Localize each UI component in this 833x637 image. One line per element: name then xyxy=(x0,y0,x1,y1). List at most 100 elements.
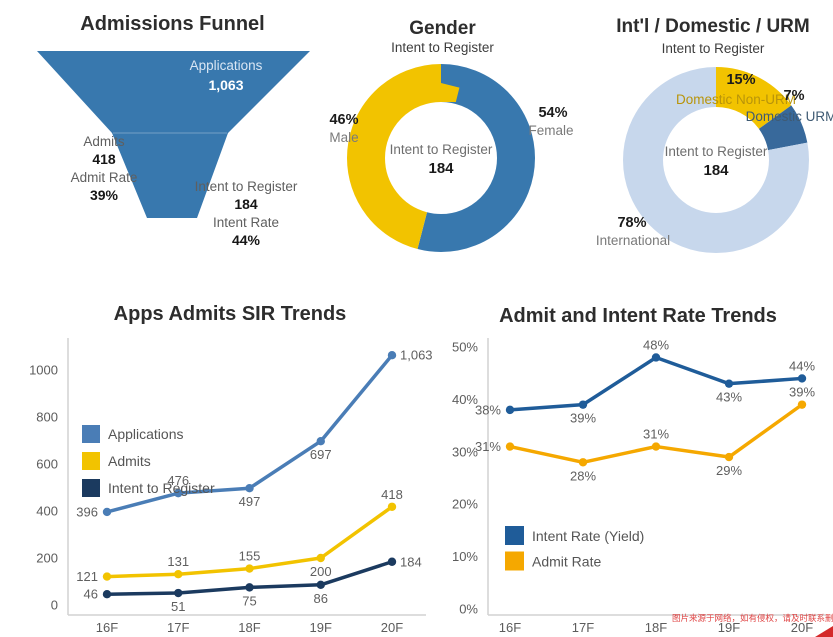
funnel-stage2-rate-name: Intent Rate xyxy=(213,215,279,230)
gender-female-label: Female xyxy=(528,123,573,138)
point-admits-19f[interactable] xyxy=(316,553,325,563)
gender-chart-subtitle: Intent to Register xyxy=(391,40,494,55)
point-intent-rate-yield--20f[interactable] xyxy=(797,374,807,383)
data-label-intent-rate-yield-: 48% xyxy=(643,337,669,352)
donut-center-value: 184 xyxy=(703,162,729,179)
funnel-mark[interactable] xyxy=(37,51,310,218)
data-label-applications: 1,063 xyxy=(400,348,433,363)
data-label-admit-rate: 29% xyxy=(716,463,742,478)
apps-admits-sir-trends-title: Apps Admits SIR Trends xyxy=(113,303,347,325)
data-label-intent-to-register: 75 xyxy=(242,593,256,608)
funnel-stage1-rate-name: Admit Rate xyxy=(71,170,138,185)
point-intent-rate-yield--17f[interactable] xyxy=(578,400,588,409)
intl-domestic-urm-chart-title: Int'l / Domestic / URM xyxy=(616,16,810,37)
y-tick-label: 400 xyxy=(36,504,58,519)
point-admit-rate-16f[interactable] xyxy=(505,442,515,451)
intl-domestic-urm-chart-subtitle: Intent to Register xyxy=(661,41,765,56)
point-intent-to-register-18f[interactable] xyxy=(245,583,254,592)
gender-male-pct: 46% xyxy=(329,112,358,128)
x-tick-label: 19F xyxy=(310,620,332,635)
x-tick-label: 17F xyxy=(167,620,189,635)
y-tick-label: 50% xyxy=(452,340,478,355)
data-label-applications: 697 xyxy=(310,447,332,462)
funnel-stage0-value: 1,063 xyxy=(208,77,243,93)
gender-chart-title: Gender xyxy=(409,18,476,39)
point-admits-20f[interactable] xyxy=(387,502,397,511)
x-tick-label: 20F xyxy=(791,620,813,635)
y-tick-label: 20% xyxy=(452,497,478,512)
y-tick-label: 0% xyxy=(459,602,478,617)
red-corner-mark xyxy=(815,626,833,637)
donut-center-label: Intent to Register xyxy=(665,144,768,159)
data-label-intent-to-register: 46 xyxy=(84,587,98,602)
gender-male-label: Male xyxy=(329,130,358,145)
data-label-admits: 418 xyxy=(381,487,403,502)
x-tick-label: 19F xyxy=(718,620,740,635)
point-intent-to-register-19f[interactable] xyxy=(316,580,325,589)
data-label-intent-to-register: 184 xyxy=(400,554,422,569)
point-admit-rate-18f[interactable] xyxy=(651,442,661,451)
legend-label-intent-rate-yield-[interactable]: Intent Rate (Yield) xyxy=(532,528,644,544)
point-intent-to-register-17f[interactable] xyxy=(174,588,183,598)
point-intent-to-register-20f[interactable] xyxy=(387,557,397,566)
dom-nonurm-pct: 15% xyxy=(726,72,755,88)
funnel-stage2-value: 184 xyxy=(234,196,258,212)
dom-urm-pct: 7% xyxy=(784,88,805,104)
legend-label-admits[interactable]: Admits xyxy=(108,453,151,469)
point-intent-rate-yield--16f[interactable] xyxy=(505,405,515,415)
point-intent-rate-yield--19f[interactable] xyxy=(724,379,734,388)
point-applications-16f[interactable] xyxy=(102,507,112,517)
donut-segment-international[interactable] xyxy=(623,67,809,253)
point-applications-17f[interactable] xyxy=(174,488,183,498)
dom-nonurm-label: Domestic Non-URM xyxy=(676,92,796,107)
x-tick-label: 20F xyxy=(381,620,403,635)
point-applications-20f[interactable] xyxy=(387,350,397,360)
legend-label-intent-to-register[interactable]: Intent to Register xyxy=(108,480,215,496)
point-admits-16f[interactable] xyxy=(102,572,112,581)
point-admit-rate-20f[interactable] xyxy=(797,400,807,409)
data-label-admit-rate: 28% xyxy=(570,468,596,483)
legend-swatch-intent-to-register[interactable] xyxy=(82,479,100,497)
donut-segment-male[interactable] xyxy=(347,64,535,252)
funnel-stage2-rate: 44% xyxy=(232,232,261,248)
point-admit-rate-19f[interactable] xyxy=(724,452,734,462)
legend-label-applications[interactable]: Applications xyxy=(108,426,184,442)
data-label-admit-rate: 31% xyxy=(475,439,501,454)
donut-center-value: 184 xyxy=(428,160,454,177)
y-tick-label: 30% xyxy=(452,444,478,459)
x-tick-label: 17F xyxy=(572,620,594,635)
point-applications-18f[interactable] xyxy=(245,484,254,493)
series-line-intent-rate-yield-[interactable] xyxy=(508,355,804,412)
point-intent-rate-yield--18f[interactable] xyxy=(651,353,661,362)
data-label-admits: 155 xyxy=(239,549,261,564)
data-label-intent-rate-yield-: 43% xyxy=(716,390,742,405)
point-intent-to-register-16f[interactable] xyxy=(102,589,112,599)
data-label-admits: 131 xyxy=(167,554,189,569)
funnel-stage1-name: Admits xyxy=(83,134,125,149)
legend-swatch-admit-rate[interactable] xyxy=(505,551,524,571)
admit-intent-rate-trends-title: Admit and Intent Rate Trends xyxy=(499,305,777,327)
data-label-intent-rate-yield-: 44% xyxy=(789,358,815,373)
y-tick-label: 10% xyxy=(452,549,478,564)
data-label-intent-rate-yield-: 38% xyxy=(475,402,501,417)
point-admit-rate-17f[interactable] xyxy=(578,458,588,467)
data-label-intent-rate-yield-: 39% xyxy=(570,411,596,426)
data-label-intent-to-register: 86 xyxy=(314,591,328,606)
x-tick-label: 18F xyxy=(238,620,260,635)
y-tick-label: 600 xyxy=(36,457,58,472)
point-applications-19f[interactable] xyxy=(316,437,325,446)
data-label-admit-rate: 31% xyxy=(643,427,669,442)
funnel-stage1-rate: 39% xyxy=(90,187,119,203)
y-tick-label: 200 xyxy=(36,551,58,566)
legend-swatch-intent-rate-yield-[interactable] xyxy=(505,526,524,545)
data-label-applications: 396 xyxy=(76,504,98,519)
point-admits-18f[interactable] xyxy=(245,564,254,573)
y-tick-label: 1000 xyxy=(29,363,58,378)
point-admits-17f[interactable] xyxy=(174,570,183,579)
legend-swatch-admits[interactable] xyxy=(82,452,100,470)
funnel-stage1-value: 418 xyxy=(92,151,116,167)
data-label-admits: 200 xyxy=(310,564,332,579)
legend-label-admit-rate[interactable]: Admit Rate xyxy=(532,554,601,570)
legend-swatch-applications[interactable] xyxy=(82,425,100,443)
